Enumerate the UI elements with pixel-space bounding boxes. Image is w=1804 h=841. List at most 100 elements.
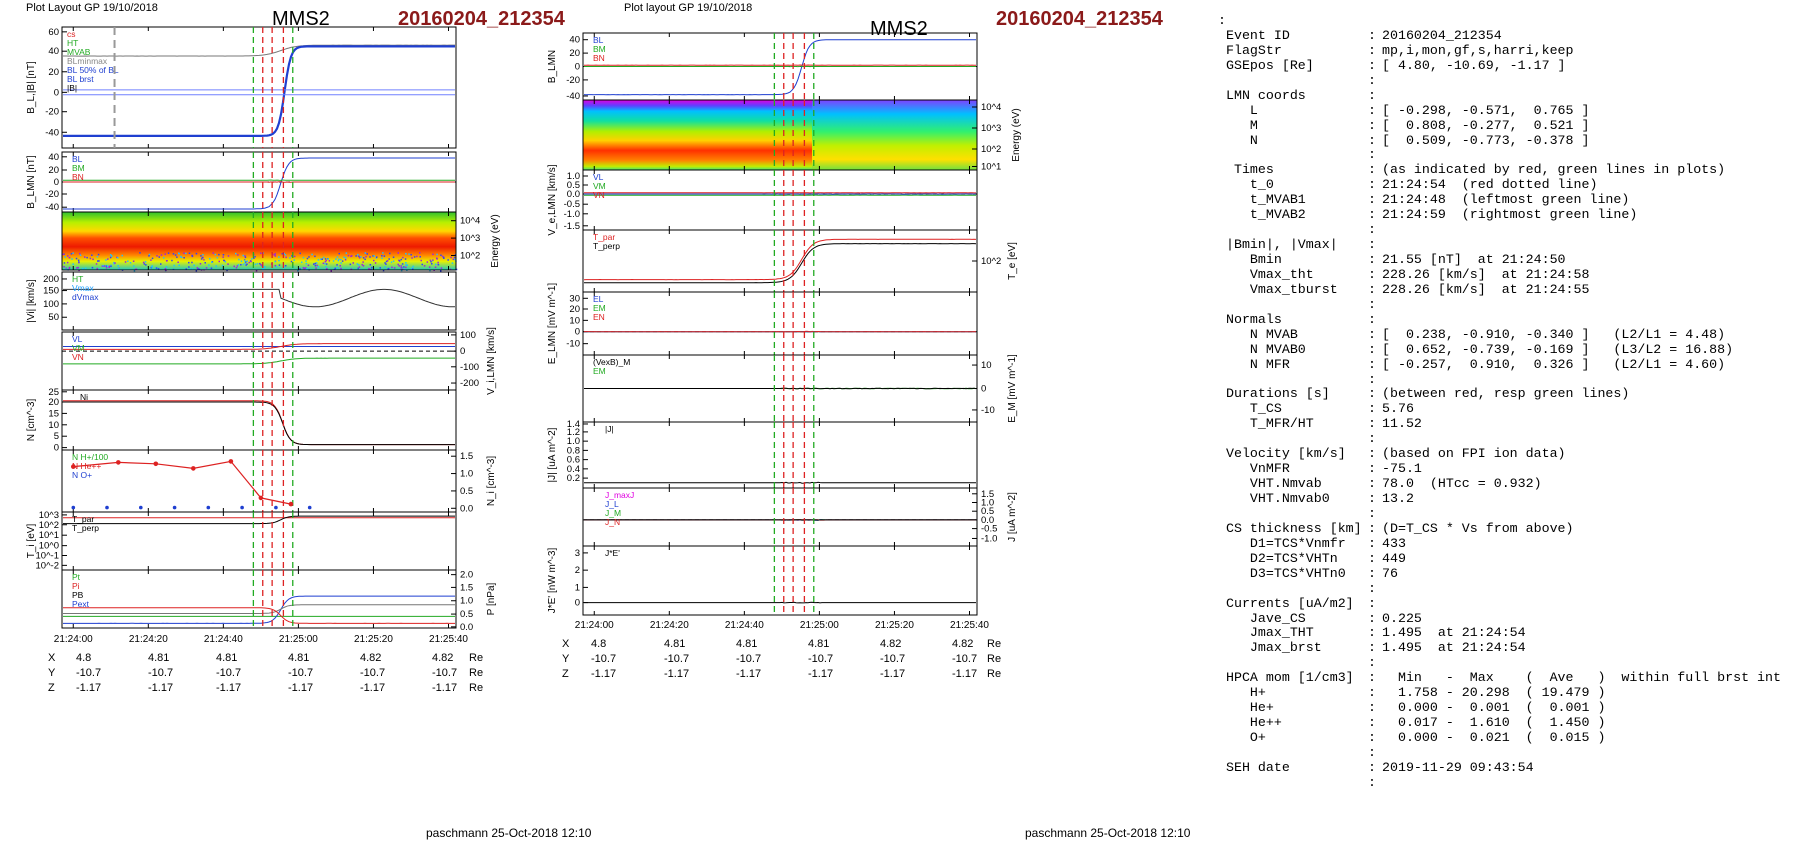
spectrogram-speckle (316, 264, 318, 267)
y-tick-label: 1.0 (567, 436, 580, 447)
spectrogram-speckle (246, 263, 248, 265)
spectrogram-speckle (405, 253, 407, 255)
legend-entry: HT (72, 274, 83, 284)
series-line (63, 400, 455, 446)
spectrogram-speckle (248, 261, 250, 264)
summary-value: (based on FPI ion data) (1382, 446, 1566, 462)
legend-entry: BL (593, 35, 604, 45)
y-tick-label: 0.0 (981, 515, 994, 526)
spectrogram-speckle (253, 257, 255, 259)
y-axis-label: Energy (eV) (490, 214, 501, 267)
spectrogram-speckle (211, 261, 213, 263)
summary-value: [ -0.298, -0.571, 0.765 ] (1382, 102, 1590, 118)
y-tick-label: 1.0 (567, 171, 580, 182)
summary-row: D3=TCS*VHTn0:76 (1218, 566, 1781, 582)
spectrogram-speckle (336, 266, 339, 269)
he-plus-plus-point (153, 461, 159, 467)
summary-value: [ 0.509, -0.773, -0.378 ] (1382, 132, 1590, 148)
summary-colon: : (1368, 252, 1376, 267)
spectrogram-speckle (345, 252, 348, 254)
spectrogram-speckle (142, 261, 145, 264)
spectrogram-speckle (77, 266, 79, 269)
y-tick-label: 10^2 (981, 144, 1001, 155)
y-tick-label: 0.6 (567, 455, 580, 466)
summary-row: N: [ 0.509, -0.773, -0.378 ] (1218, 132, 1781, 149)
summary-key: FlagStr (1218, 42, 1282, 58)
summary-colon: : (1368, 281, 1376, 297)
spectrogram-speckle (313, 263, 315, 265)
y-tick-label: 10 (569, 315, 580, 326)
spectrogram-speckle (452, 258, 455, 261)
spectrogram-speckle (240, 264, 242, 266)
spectrogram-speckle (273, 254, 275, 256)
legend-entry: VN (593, 190, 605, 200)
panel-frame (582, 421, 978, 489)
y-axis-label: E_M [mV m^-1] (1007, 354, 1018, 423)
spectrogram-speckle (157, 268, 160, 270)
spectrogram-speckle (398, 265, 400, 267)
legend-entry: J_N (605, 517, 620, 527)
summary-row: HPCA mom [1/cm3]: Min - Max ( Ave ) with… (1218, 670, 1781, 686)
spectrogram-speckle (355, 255, 357, 257)
y-tick-label: 10^1 (981, 162, 1001, 173)
spectrogram-speckle (441, 255, 444, 258)
summary-key: Jmax_THT (1218, 625, 1314, 641)
position-value: 4.81 (808, 638, 830, 650)
y-tick-label: 0 (54, 443, 59, 454)
spectrogram-speckle (351, 255, 353, 257)
spectrogram-fill-after (812, 100, 977, 170)
summary-key: He++ (1218, 715, 1282, 731)
left-plot-header: Plot Layout GP 19/10/2018 (26, 2, 158, 14)
y-axis-label: T_i [eV] (26, 524, 37, 559)
summary-row: t_0:21:24:54 (red dotted line) (1218, 177, 1781, 193)
spectrogram-speckle (451, 262, 454, 264)
spectrogram-speckle (191, 268, 194, 270)
spectrogram-speckle (437, 261, 439, 264)
legend-entry: J_M (605, 508, 621, 518)
summary-row: : (1218, 222, 1781, 238)
spectrogram-speckle (450, 256, 452, 259)
y-tick-label: 10^2 (981, 256, 1001, 267)
position-value: -1.17 (736, 668, 762, 680)
summary-row: H+: 1.758 - 20.298 ( 19.479 ) (1218, 685, 1781, 701)
summary-row: : (1218, 73, 1781, 89)
spectrogram-speckle (315, 267, 317, 269)
summary-value: 1.495 at 21:24:54 (1382, 640, 1526, 656)
spectrogram-speckle (84, 256, 86, 258)
series-line (584, 481, 976, 484)
spectrogram-speckle (250, 260, 252, 263)
spectrogram-speckle (116, 256, 118, 259)
spectrogram-speckle (404, 268, 407, 270)
right-plot-title: MMS2 (870, 18, 928, 40)
summary-value: 13.2 (1382, 491, 1414, 506)
spectrogram-speckle (373, 259, 375, 262)
time-tick-label: 21:25:00 (800, 620, 839, 631)
position-unit: Re (987, 638, 1002, 650)
spectrogram-speckle (306, 257, 309, 260)
spectrogram-speckle (388, 258, 390, 260)
position-row-label: Y (48, 667, 56, 679)
spectrogram-speckle (245, 261, 247, 263)
summary-colon: : (1368, 625, 1376, 641)
spectrogram-speckle (274, 264, 277, 267)
he-plus-plus-point (191, 466, 196, 471)
legend-entry: VN (72, 352, 84, 362)
spectrogram-speckle (202, 254, 204, 256)
y-tick-label: -0.5 (564, 199, 580, 210)
spectrogram-speckle (361, 263, 363, 266)
spectrogram-speckle (189, 268, 191, 270)
spectrogram-speckle (260, 252, 262, 254)
spectrogram-speckle (325, 263, 328, 265)
summary-value: 0.225 (1382, 610, 1422, 626)
summary-colon: : (1368, 27, 1376, 43)
spectrogram-speckle (402, 256, 404, 259)
o-plus-point (105, 505, 109, 510)
spectrogram-speckle (224, 261, 227, 263)
y-tick-label: 50 (48, 312, 59, 323)
y-axis-label: J*E' [nW m^-3] (547, 548, 558, 614)
summary-row: L: [ -0.298, -0.571, 0.765 ] (1218, 102, 1781, 119)
y-tick-label: 10^1 (39, 530, 59, 541)
spectrogram-speckle (305, 260, 307, 262)
summary-row: Times: (as indicated by red, green lines … (1218, 162, 1781, 178)
y-tick-label: 10^3 (460, 233, 480, 244)
